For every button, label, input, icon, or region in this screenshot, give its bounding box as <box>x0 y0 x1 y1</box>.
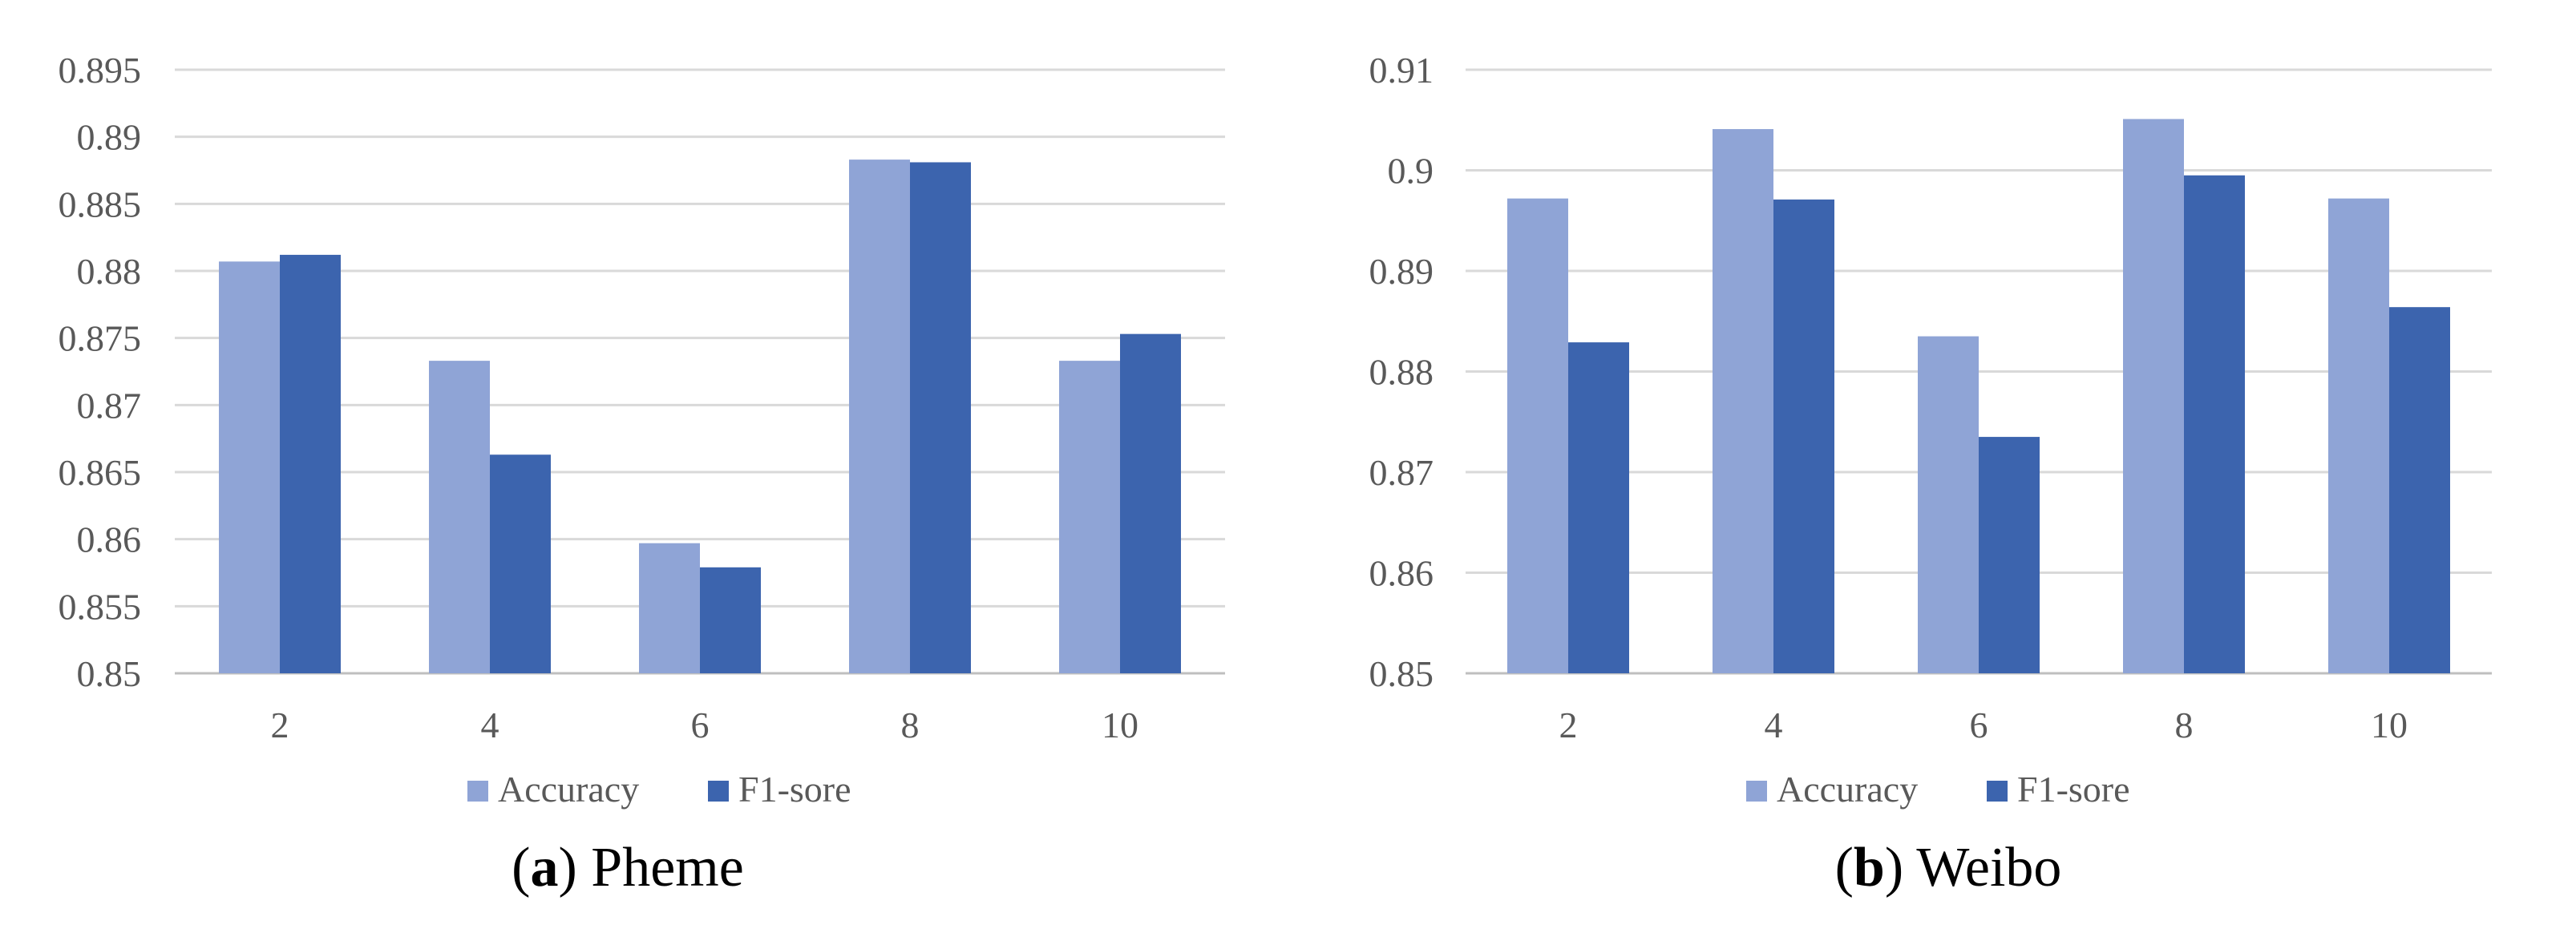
bar-f1 <box>1568 342 1629 673</box>
y-tick-label: 0.875 <box>59 318 142 359</box>
x-tick-label: 10 <box>2371 705 2408 745</box>
x-tick-label: 6 <box>691 705 710 745</box>
y-tick-label: 0.86 <box>1369 553 1434 594</box>
bar-accuracy <box>2328 198 2389 673</box>
bar-accuracy <box>1918 336 1979 673</box>
y-tick-label: 0.895 <box>59 50 142 91</box>
y-tick-label: 0.88 <box>1369 352 1434 393</box>
bar-accuracy <box>1507 198 1568 673</box>
bar-f1 <box>2184 175 2245 673</box>
y-tick-label: 0.85 <box>1369 653 1434 694</box>
caption-letter: a <box>530 837 558 899</box>
bar-accuracy <box>1059 361 1120 673</box>
bar-f1 <box>2389 307 2450 673</box>
y-tick-label: 0.855 <box>59 586 142 627</box>
bar-f1 <box>1979 437 2040 673</box>
chart-caption: (b) Weibo <box>1835 837 2062 899</box>
legend-swatch-f1 <box>1987 781 2008 802</box>
bar-accuracy <box>639 543 700 673</box>
x-tick-label: 2 <box>1559 705 1578 745</box>
chart-weibo: 0.85 0.86 0.87 0.88 0.89 0.9 0.91 2 4 6 8 10 Accurac… <box>1369 50 2492 899</box>
y-tick-label: 0.865 <box>59 452 142 493</box>
bar-accuracy <box>1713 129 1773 674</box>
caption-text: Pheme <box>591 837 744 899</box>
legend-swatch-accuracy <box>467 781 488 802</box>
bar-accuracy <box>219 261 280 674</box>
chart-pheme: 0.85 0.855 0.86 0.865 0.87 0.875 0.88 0.885 0.89… <box>59 50 1225 899</box>
x-tick-label: 6 <box>1970 705 1988 745</box>
legend-label: Accuracy <box>498 769 639 810</box>
caption-letter: b <box>1854 837 1885 899</box>
y-tick-label: 0.88 <box>77 251 142 292</box>
x-tick-label: 8 <box>2175 705 2194 745</box>
bar-accuracy <box>849 160 910 673</box>
y-tick-label: 0.89 <box>77 117 142 158</box>
legend-label: Accuracy <box>1777 769 1918 810</box>
bar-f1 <box>1773 199 1834 673</box>
legend-label: F1-sore <box>2017 769 2130 810</box>
caption-text: Weibo <box>1916 837 2061 899</box>
legend-swatch-f1 <box>708 781 729 802</box>
x-tick-label: 8 <box>901 705 920 745</box>
bar-accuracy <box>429 361 490 673</box>
x-tick-label: 4 <box>1765 705 1783 745</box>
bar-f1 <box>490 454 551 673</box>
legend-label: F1-sore <box>738 769 851 810</box>
x-tick-label: 10 <box>1102 705 1138 745</box>
bar-f1 <box>1120 333 1181 673</box>
y-tick-label: 0.885 <box>59 184 142 224</box>
bar-f1 <box>700 567 761 673</box>
y-tick-label: 0.87 <box>77 385 142 426</box>
legend-swatch-accuracy <box>1746 781 1767 802</box>
y-tick-label: 0.86 <box>77 519 142 560</box>
bar-f1 <box>910 162 971 673</box>
chart-caption: (a) Pheme <box>512 837 744 899</box>
bar-f1 <box>280 254 341 673</box>
y-tick-label: 0.89 <box>1369 251 1434 292</box>
x-tick-label: 4 <box>481 705 499 745</box>
y-tick-label: 0.9 <box>1388 151 1434 192</box>
y-tick-label: 0.85 <box>77 653 142 694</box>
y-tick-label: 0.91 <box>1369 50 1434 91</box>
y-tick-label: 0.87 <box>1369 452 1434 493</box>
x-tick-label: 2 <box>271 705 289 745</box>
bar-accuracy <box>2123 119 2184 673</box>
